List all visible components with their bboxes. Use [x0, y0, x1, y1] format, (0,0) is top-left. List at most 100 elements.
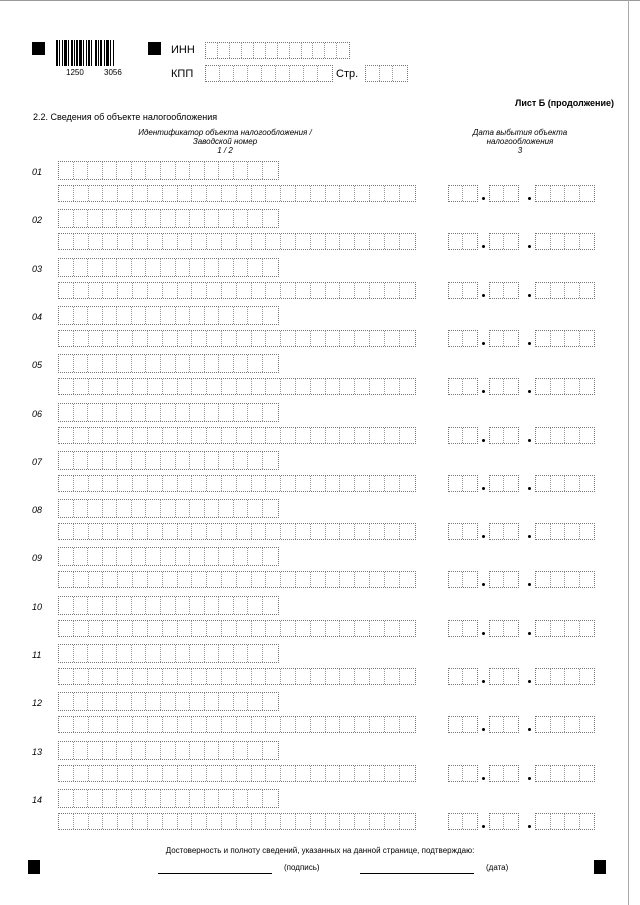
signature-line[interactable]: [158, 873, 272, 874]
date-day-field[interactable]: [448, 329, 478, 347]
char-cell: [340, 475, 356, 491]
date-month-field[interactable]: [489, 523, 519, 541]
char-cell: [88, 548, 103, 566]
identifier-field[interactable]: [58, 547, 279, 567]
identifier-field[interactable]: [58, 595, 279, 615]
identifier-field[interactable]: [58, 740, 279, 760]
char-cell: [266, 379, 282, 395]
date-day-field[interactable]: [448, 764, 478, 782]
date-year-field[interactable]: [535, 378, 595, 396]
date-month-field[interactable]: [489, 812, 519, 830]
serial-number-field[interactable]: [58, 571, 416, 589]
date-year-field[interactable]: [535, 185, 595, 202]
date-month-field[interactable]: [489, 281, 519, 299]
date-day-field[interactable]: [448, 619, 478, 637]
date-day-field[interactable]: [448, 185, 478, 202]
date-year-field[interactable]: [535, 233, 595, 251]
serial-number-field[interactable]: [58, 185, 416, 202]
serial-number-field[interactable]: [58, 668, 416, 685]
date-day-field[interactable]: [448, 668, 478, 685]
date-line[interactable]: [360, 873, 474, 874]
date-separator-dot: [482, 293, 485, 297]
date-month-field[interactable]: [489, 764, 519, 782]
date-month-field[interactable]: [489, 619, 519, 637]
serial-number-field[interactable]: [58, 233, 416, 251]
serial-number-field[interactable]: [58, 619, 416, 637]
date-year-field[interactable]: [535, 764, 595, 782]
serial-number-field[interactable]: [58, 474, 416, 492]
char-cell: [252, 620, 267, 636]
char-cell: [263, 452, 278, 469]
date-year-field[interactable]: [535, 571, 595, 589]
serial-number-field[interactable]: [58, 523, 416, 541]
char-cell: [148, 765, 163, 781]
identifier-field[interactable]: [58, 209, 279, 229]
page-number-field[interactable]: [365, 65, 408, 82]
kpp-field[interactable]: [205, 65, 333, 82]
serial-number-field[interactable]: [58, 281, 416, 299]
serial-number-field[interactable]: [58, 329, 416, 347]
identifier-field[interactable]: [58, 692, 279, 712]
char-cell: [192, 765, 208, 781]
identifier-field[interactable]: [58, 499, 279, 519]
date-day-field[interactable]: [448, 426, 478, 444]
char-cell: [207, 234, 222, 250]
date-day-field[interactable]: [448, 523, 478, 541]
date-year-field[interactable]: [535, 474, 595, 492]
identifier-field[interactable]: [58, 161, 279, 180]
date-year-field[interactable]: [535, 523, 595, 541]
serial-number-field[interactable]: [58, 378, 416, 396]
date-year-field[interactable]: [535, 668, 595, 685]
date-month-field[interactable]: [489, 378, 519, 396]
char-cell: [192, 330, 208, 346]
date-day-field[interactable]: [448, 378, 478, 396]
date-year-field[interactable]: [535, 619, 595, 637]
char-cell: [219, 403, 234, 421]
identifier-field[interactable]: [58, 305, 279, 325]
date-month-field[interactable]: [489, 233, 519, 251]
date-month-field[interactable]: [489, 474, 519, 492]
date-year-field[interactable]: [535, 426, 595, 444]
date-day-field[interactable]: [448, 474, 478, 492]
identifier-field[interactable]: [58, 788, 279, 808]
identifier-field[interactable]: [58, 450, 279, 470]
serial-number-field[interactable]: [58, 812, 416, 830]
date-month-field[interactable]: [489, 426, 519, 444]
identifier-field[interactable]: [58, 644, 279, 663]
char-cell: [313, 43, 326, 58]
char-cell: [248, 162, 263, 179]
date-day-field[interactable]: [448, 233, 478, 251]
date-year-field[interactable]: [535, 329, 595, 347]
identifier-field[interactable]: [58, 257, 279, 277]
char-cell: [296, 813, 311, 829]
row-number: 02: [32, 215, 43, 226]
char-cell: [117, 258, 132, 276]
char-cell: [103, 379, 119, 395]
date-month-field[interactable]: [489, 571, 519, 589]
char-cell: [536, 765, 551, 781]
char-cell: [190, 596, 205, 614]
date-month-field[interactable]: [489, 185, 519, 202]
char-cell: [207, 186, 222, 201]
date-month-field[interactable]: [489, 668, 519, 685]
date-day-field[interactable]: [448, 812, 478, 830]
date-month-field[interactable]: [489, 329, 519, 347]
serial-number-field[interactable]: [58, 426, 416, 444]
char-cell: [163, 427, 178, 443]
char-cell: [88, 306, 103, 324]
serial-number-field[interactable]: [58, 764, 416, 782]
char-cell: [326, 475, 341, 491]
date-year-field[interactable]: [535, 812, 595, 830]
date-day-field[interactable]: [448, 716, 478, 734]
char-cell: [59, 403, 74, 421]
date-day-field[interactable]: [448, 571, 478, 589]
date-year-field[interactable]: [535, 716, 595, 734]
char-cell: [400, 428, 415, 443]
inn-field[interactable]: [205, 42, 351, 59]
date-year-field[interactable]: [535, 281, 595, 299]
date-day-field[interactable]: [448, 281, 478, 299]
identifier-field[interactable]: [58, 354, 279, 374]
identifier-field[interactable]: [58, 402, 279, 422]
serial-number-field[interactable]: [58, 716, 416, 734]
date-month-field[interactable]: [489, 716, 519, 734]
